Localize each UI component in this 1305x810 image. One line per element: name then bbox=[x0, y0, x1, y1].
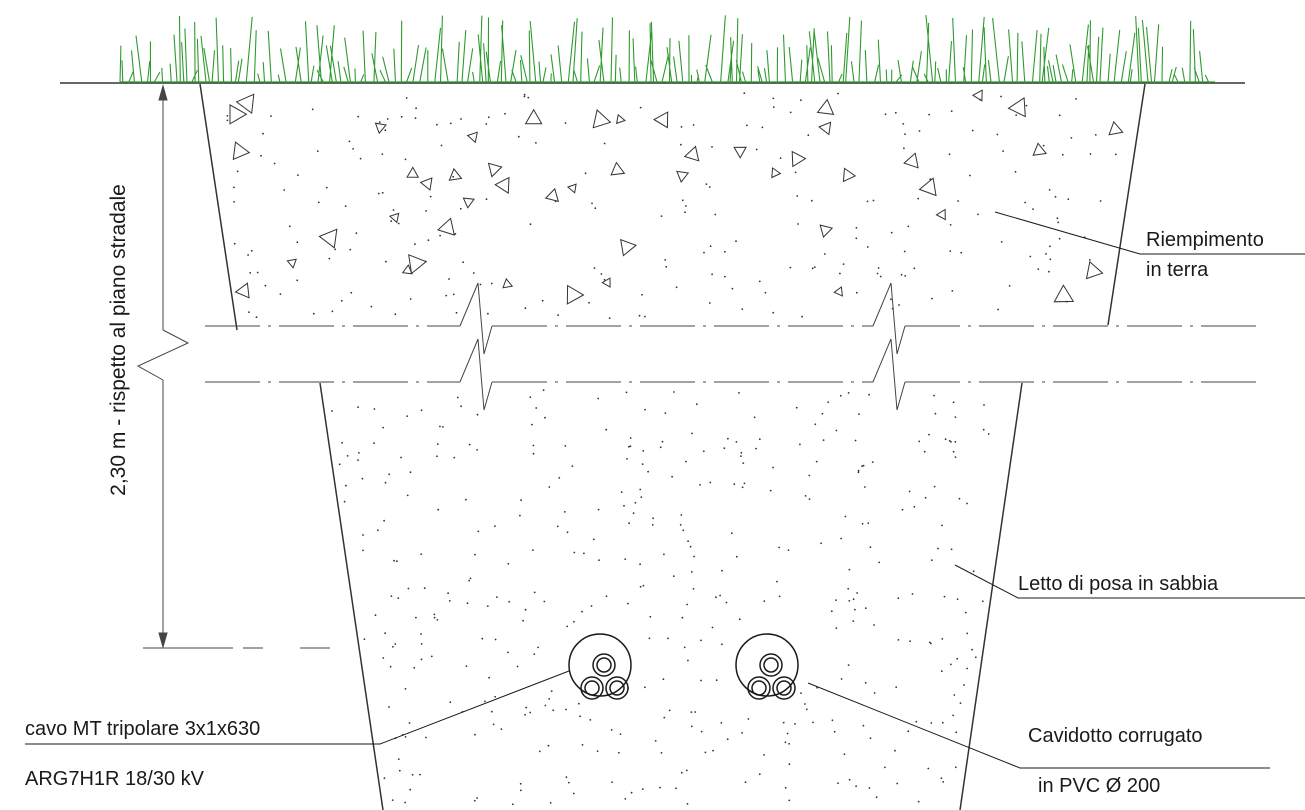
cable-triplex-right bbox=[747, 653, 796, 700]
trench-wall-upper-left bbox=[199, 83, 238, 331]
break-line-lower bbox=[205, 338, 1260, 411]
backfill-label-line2: in terra bbox=[1146, 259, 1209, 281]
depth-dimension bbox=[136, 84, 330, 649]
break-line-upper bbox=[205, 282, 1260, 355]
conduit-pipe-right bbox=[735, 633, 799, 697]
conduit-pipe-left bbox=[568, 633, 632, 697]
dimension-arrow-top bbox=[158, 84, 168, 101]
conduit-label-line2: in PVC Ø 200 bbox=[1038, 775, 1160, 797]
trench-wall-upper-right bbox=[1107, 83, 1146, 326]
conduit-left bbox=[568, 633, 632, 700]
trench-wall-lower-right bbox=[959, 382, 1023, 810]
cable-label-line2: ARG7H1R 18/30 kV bbox=[25, 768, 205, 790]
cable-label-line1: cavo MT tripolare 3x1x630 bbox=[25, 718, 260, 740]
conduit-label-line1: Cavidotto corrugato bbox=[1028, 725, 1203, 747]
leader-conduit bbox=[807, 682, 1270, 769]
leader-cable bbox=[25, 670, 570, 745]
leader-backfill bbox=[994, 211, 1305, 255]
backfill-soil-texture bbox=[226, 89, 1124, 319]
sand-bed-label: Letto di posa in sabbia bbox=[1018, 573, 1219, 595]
trench-wall-lower-left bbox=[319, 382, 384, 810]
leader-sand-bed bbox=[954, 564, 1305, 599]
backfill-label-line1: Riempimento bbox=[1146, 229, 1264, 251]
cable-triplex-left bbox=[580, 653, 629, 700]
dimension-arrow-bottom bbox=[158, 632, 168, 649]
depth-label: 2,30 m - rispetto al piano stradale bbox=[107, 184, 130, 496]
conduit-right bbox=[735, 633, 799, 700]
sand-bed-texture bbox=[331, 389, 990, 806]
grass-layer bbox=[119, 15, 1215, 84]
leader-lines bbox=[25, 211, 1305, 769]
